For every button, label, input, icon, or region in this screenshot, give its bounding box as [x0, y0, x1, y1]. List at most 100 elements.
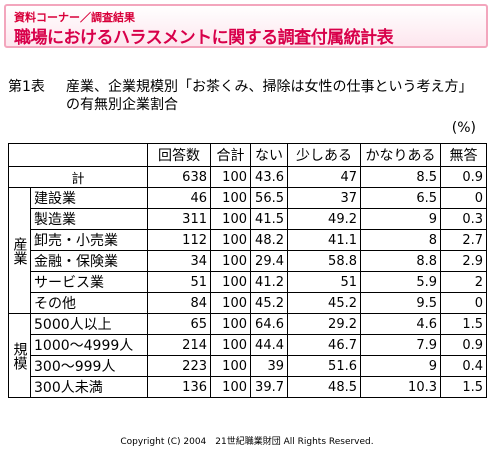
cell: 8 [360, 229, 441, 251]
unit: (%) [451, 120, 476, 136]
cell: 46 [147, 187, 211, 209]
cell: 0.9 [440, 166, 487, 188]
cell: 84 [147, 292, 211, 314]
cell: 51 [287, 271, 361, 293]
cell: 49.2 [287, 208, 361, 230]
data-row: 300人未満 136 100 39.7 48.5 10.3 1.5 [9, 376, 487, 398]
column-header: かなりある [360, 143, 441, 167]
data-row: 金融・保険業 34 100 29.4 58.8 8.8 2.9 [9, 250, 487, 272]
footer: Copyright (C) 2004 21世紀職業財団 All Rights R… [120, 437, 374, 447]
cell: 9 [360, 208, 441, 230]
banner: 資料コーナー／調査結果 職場におけるハラスメントに関する調査付属統計表 [4, 4, 488, 48]
cell: 8.8 [360, 250, 441, 272]
header-row: 回答数 合計 ない 少しある かなりある 無答 [8, 143, 487, 167]
cell: 48.5 [287, 376, 361, 398]
cell: 34 [147, 250, 211, 272]
cell: 100 [210, 334, 251, 356]
row-label: 1000～4999人 [30, 334, 148, 356]
data-row: 300～999人 223 100 39 51.6 9 0.4 [9, 355, 487, 377]
cell: 0.4 [440, 355, 487, 377]
title: 職場におけるハラスメントに関する調査付属統計表 [14, 28, 394, 48]
corner-cell [8, 143, 148, 167]
group-label: 産業 [8, 187, 31, 314]
cell: 100 [210, 355, 251, 377]
row-label: サービス業 [30, 271, 148, 293]
cell: 1.5 [440, 376, 487, 398]
cell: 1.5 [440, 313, 487, 335]
cell: 9 [360, 355, 441, 377]
cell: 46.7 [287, 334, 361, 356]
cell: 41.5 [250, 208, 288, 230]
row-label: 製造業 [30, 208, 148, 230]
data-row: その他 84 100 45.2 45.2 9.5 0 [9, 292, 487, 314]
cell: 0.3 [440, 208, 487, 230]
row-label: 金融・保険業 [30, 250, 148, 272]
cell: 0 [440, 292, 487, 314]
cell: 41.1 [287, 229, 361, 251]
column-header: 回答数 [147, 143, 211, 167]
category: 資料コーナー／調査結果 [14, 11, 135, 24]
cell: 100 [210, 229, 251, 251]
column-header: 無答 [440, 143, 487, 167]
cell: 100 [210, 250, 251, 272]
cell: 4.6 [360, 313, 441, 335]
data-row: 1000～4999人 214 100 44.4 46.7 7.9 0.9 [9, 334, 487, 356]
cell: 638 [147, 166, 211, 188]
row-label: 卸売・小売業 [30, 229, 148, 251]
cell: 43.6 [250, 166, 288, 188]
cell: 58.8 [287, 250, 361, 272]
cell: 51 [147, 271, 211, 293]
cell: 7.9 [360, 334, 441, 356]
cell: 39 [250, 355, 288, 377]
cell: 100 [210, 166, 251, 188]
caption-number: 第1表 [8, 79, 45, 95]
row-label: その他 [30, 292, 148, 314]
cell: 223 [147, 355, 211, 377]
cell: 29.4 [250, 250, 288, 272]
cell: 37 [287, 187, 361, 209]
cell: 8.5 [360, 166, 441, 188]
cell: 0.9 [440, 334, 487, 356]
cell: 0 [440, 187, 487, 209]
data-row: 製造業 311 100 41.5 49.2 9 0.3 [9, 208, 487, 230]
cell: 64.6 [250, 313, 288, 335]
cell: 10.3 [360, 376, 441, 398]
cell: 2 [440, 271, 487, 293]
data-row: サービス業 51 100 41.2 51 5.9 2 [9, 271, 487, 293]
caption-text: 産業、企業規模別「お茶くみ、掃除は女性の仕事という考え方」の有無別企業割合 [66, 79, 473, 113]
table: 回答数 合計 ない 少しある かなりある 無答計 638 100 43.6 47 8.5 0.9 産業建… [8, 143, 487, 398]
cell: 5.9 [360, 271, 441, 293]
cell: 100 [210, 313, 251, 335]
total-row: 計 638 100 43.6 47 8.5 0.9 [8, 166, 487, 188]
cell: 100 [210, 187, 251, 209]
cell: 100 [210, 208, 251, 230]
cell: 311 [147, 208, 211, 230]
cell: 51.6 [287, 355, 361, 377]
row-label: 計 [8, 166, 148, 188]
caption: 第1表 産業、企業規模別「お茶くみ、掃除は女性の仕事という考え方」の有無別企業割… [8, 78, 478, 114]
cell: 47 [287, 166, 361, 188]
row-label: 5000人以上 [30, 313, 148, 335]
cell: 9.5 [360, 292, 441, 314]
cell: 6.5 [360, 187, 441, 209]
data-row: 産業 建設業 46 100 56.5 37 6.5 0 [8, 187, 487, 314]
column-header: 合計 [210, 143, 251, 167]
row-label: 建設業 [30, 187, 148, 209]
cell: 48.2 [250, 229, 288, 251]
cell: 2.9 [440, 250, 487, 272]
cell: 2.7 [440, 229, 487, 251]
cell: 41.2 [250, 271, 288, 293]
cell: 100 [210, 271, 251, 293]
row-label: 300～999人 [30, 355, 148, 377]
column-header: ない [250, 143, 288, 167]
cell: 45.2 [287, 292, 361, 314]
cell: 44.4 [250, 334, 288, 356]
cell: 56.5 [250, 187, 288, 209]
cell: 65 [147, 313, 211, 335]
cell: 100 [210, 292, 251, 314]
cell: 136 [147, 376, 211, 398]
cell: 39.7 [250, 376, 288, 398]
row-label: 300人未満 [30, 376, 148, 398]
cell: 29.2 [287, 313, 361, 335]
